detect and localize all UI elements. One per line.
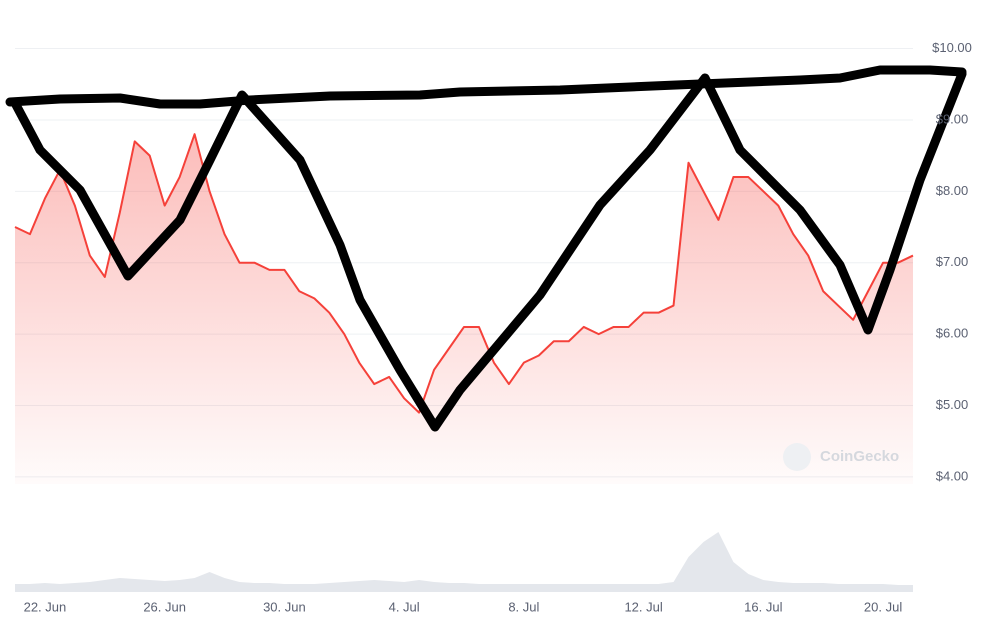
x-tick-label: 12. Jul bbox=[624, 599, 662, 614]
x-tick-label: 30. Jun bbox=[263, 599, 306, 614]
x-tick-label: 26. Jun bbox=[143, 599, 186, 614]
y-tick-label: $10.00 bbox=[932, 40, 972, 55]
axes: $4.00 $5.00 $6.00 $7.00 $8.00 $9.00 $10.00 22. … bbox=[24, 40, 972, 614]
x-tick-label: 4. Jul bbox=[389, 599, 420, 614]
y-tick-label: $7.00 bbox=[936, 254, 969, 269]
volume-area bbox=[15, 532, 913, 592]
price-area bbox=[15, 134, 913, 484]
x-tick-label: 20. Jul bbox=[864, 599, 902, 614]
x-tick-label: 16. Jul bbox=[744, 599, 782, 614]
y-tick-label: $9.00 bbox=[936, 111, 969, 126]
y-tick-label: $6.00 bbox=[936, 326, 969, 341]
x-tick-label: 22. Jun bbox=[24, 599, 67, 614]
plot bbox=[14, 133, 914, 592]
y-tick-label: $5.00 bbox=[936, 397, 969, 412]
x-tick-label: 8. Jul bbox=[508, 599, 539, 614]
y-tick-label: $8.00 bbox=[936, 183, 969, 198]
watermark: CoinGecko bbox=[783, 443, 899, 471]
y-tick-label: $4.00 bbox=[936, 468, 969, 483]
annotation bbox=[5, 65, 967, 432]
watermark-text: CoinGecko bbox=[820, 448, 899, 465]
drawn-zigzag bbox=[10, 69, 967, 432]
price-line bbox=[14, 133, 914, 414]
drawn-line bbox=[5, 65, 967, 109]
